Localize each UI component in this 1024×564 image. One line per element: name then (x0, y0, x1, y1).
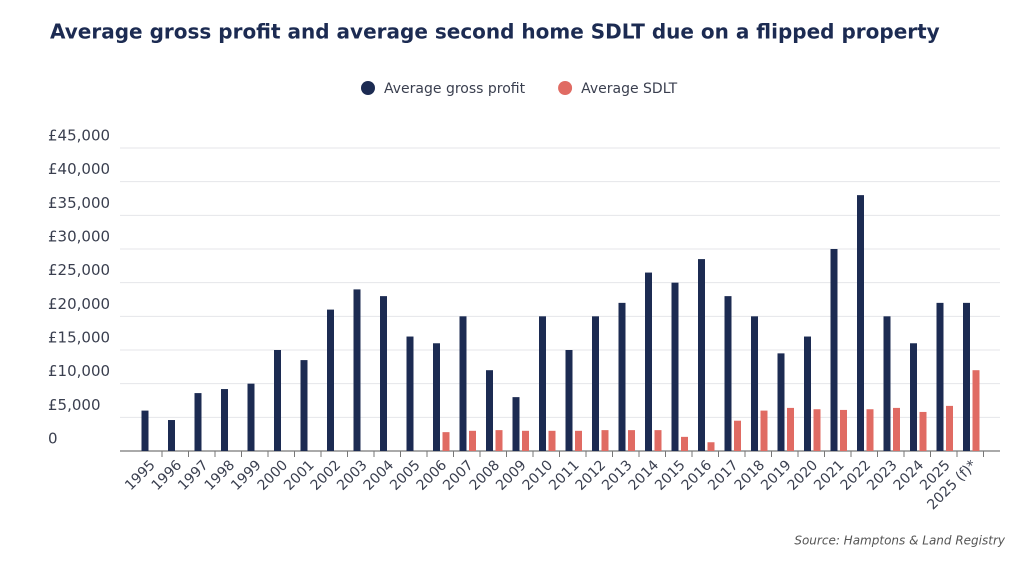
bar (671, 282, 679, 451)
bar (787, 407, 794, 451)
bar (433, 343, 440, 451)
bar (247, 383, 255, 451)
bar (168, 420, 175, 451)
source: Source: Hamptons & Land Registry (794, 534, 1006, 548)
bar (353, 289, 361, 451)
bar (548, 430, 556, 451)
y-tick-label: £35,000 (48, 194, 110, 212)
bar (575, 430, 582, 451)
bar (804, 336, 811, 451)
bar (972, 370, 980, 451)
bar (300, 360, 308, 451)
y-tick-label: £45,000 (48, 127, 110, 145)
bar (813, 409, 821, 451)
bar (840, 409, 847, 451)
bar (539, 316, 546, 451)
bar (601, 430, 609, 451)
bar (459, 316, 467, 451)
bar (707, 442, 715, 451)
bar (946, 405, 953, 451)
y-tick-label: £40,000 (48, 160, 110, 178)
bar (327, 309, 334, 451)
bar (442, 432, 450, 451)
bar (777, 353, 785, 451)
bar (654, 430, 662, 451)
y-tick-label: £5,000 (48, 396, 101, 414)
bar (486, 370, 493, 451)
bar (883, 316, 891, 451)
bar (495, 430, 503, 451)
legend-label: Average gross profit (384, 81, 526, 97)
legend-label: Average SDLT (581, 81, 677, 97)
bar (221, 389, 228, 451)
bar (618, 302, 626, 451)
bar (866, 409, 874, 451)
bar (963, 302, 970, 451)
y-tick-label: £20,000 (48, 295, 110, 313)
bar (936, 302, 944, 451)
bar (910, 343, 917, 451)
y-tick-label: £30,000 (48, 228, 110, 246)
bar (194, 393, 202, 451)
bar (919, 411, 927, 451)
y-tick-label: £15,000 (48, 329, 110, 347)
bar (512, 397, 520, 451)
bar (274, 350, 281, 451)
y-tick-label: 0 (48, 430, 58, 448)
bar (469, 430, 476, 451)
legend-marker (361, 81, 375, 95)
bar (760, 410, 768, 451)
bar (830, 249, 838, 451)
bar (734, 420, 741, 451)
bar (380, 296, 387, 451)
bar (565, 350, 573, 451)
y-tick-label: £25,000 (48, 261, 110, 279)
bar (522, 430, 529, 451)
legend-marker (558, 81, 573, 95)
bar (698, 259, 705, 451)
bar (645, 272, 652, 451)
chart-title: Average gross profit and average second … (50, 20, 940, 44)
bar (592, 316, 599, 451)
bar (681, 436, 688, 451)
bar (893, 407, 900, 451)
y-tick-label: £10,000 (48, 362, 110, 380)
bar (406, 336, 414, 451)
bar (724, 296, 732, 451)
bar (141, 410, 149, 451)
bar (857, 195, 864, 451)
bar (628, 430, 635, 451)
bar (751, 316, 758, 451)
